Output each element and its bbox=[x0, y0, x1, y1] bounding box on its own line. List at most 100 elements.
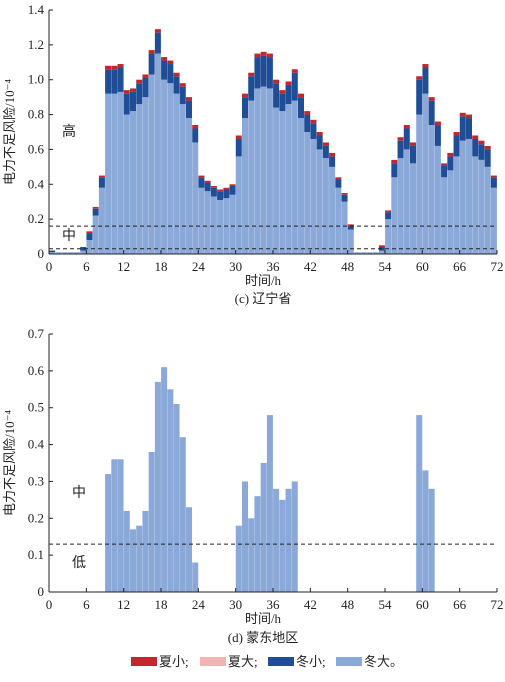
y-tick-label: 0 bbox=[38, 584, 45, 599]
bar-segment bbox=[372, 252, 379, 254]
bar-segment bbox=[304, 132, 311, 254]
bar-segment bbox=[111, 93, 118, 254]
bar-segment bbox=[391, 159, 398, 164]
bar-segment bbox=[391, 163, 398, 178]
bar-segment bbox=[142, 97, 149, 254]
bar-segment bbox=[484, 166, 491, 254]
bar-segment bbox=[279, 90, 286, 94]
bar-segment bbox=[316, 149, 323, 254]
bar-segment bbox=[167, 64, 174, 84]
legend-swatch bbox=[200, 657, 226, 666]
bars bbox=[105, 367, 435, 592]
x-tick-label: 18 bbox=[155, 259, 168, 274]
bar-segment bbox=[217, 199, 224, 254]
bar-segment bbox=[447, 170, 454, 254]
bar-segment bbox=[335, 177, 342, 180]
bar-segment bbox=[123, 90, 130, 94]
bar-segment bbox=[266, 57, 273, 89]
bar-segment bbox=[136, 79, 143, 84]
bar-segment bbox=[316, 135, 323, 150]
bar-segment bbox=[347, 229, 354, 254]
bar-segment bbox=[185, 507, 193, 592]
bar-segment bbox=[198, 187, 205, 254]
bar-segment bbox=[453, 132, 460, 136]
bar-segment bbox=[248, 100, 255, 254]
x-tick-label: 54 bbox=[379, 597, 393, 612]
bar-segment bbox=[490, 187, 497, 254]
x-tick-label: 12 bbox=[117, 259, 130, 274]
bar-segment bbox=[403, 125, 410, 129]
zone-label: 中 bbox=[62, 228, 76, 244]
bar-segment bbox=[254, 88, 261, 255]
bar-segment bbox=[266, 53, 273, 58]
bar-segment bbox=[142, 77, 149, 98]
bar-segment bbox=[254, 496, 261, 592]
bar-segment bbox=[148, 53, 155, 75]
bar-segment bbox=[273, 107, 280, 254]
bar-segment bbox=[459, 112, 466, 117]
bar-segment bbox=[260, 55, 267, 87]
bar-segment bbox=[341, 201, 348, 254]
bar-segment bbox=[86, 231, 93, 234]
chart-panel-mengdong: 0 0.1 0.2 0.3 0.4 0.5 0.6 0.7 0 6 12 18 24 30 36 42 48 54… bbox=[2, 326, 504, 645]
x-tick-label: 18 bbox=[155, 597, 168, 612]
bar-segment bbox=[61, 252, 68, 254]
bar-segment bbox=[291, 69, 298, 73]
legend-swatch bbox=[336, 657, 362, 666]
y-axis-label: 电力不足风险/10⁻⁴ bbox=[2, 410, 17, 516]
bar-segment bbox=[329, 156, 336, 167]
legend-label: 夏小; bbox=[159, 654, 189, 669]
x-tick-label: 12 bbox=[117, 597, 130, 612]
bar-segment bbox=[192, 125, 199, 129]
bar-segment bbox=[329, 166, 336, 254]
bar-segment bbox=[98, 187, 105, 254]
bar-segment bbox=[129, 529, 137, 592]
bar-segment bbox=[179, 437, 186, 592]
x-tick-label: 48 bbox=[341, 597, 354, 612]
legend: 夏小; 夏大; 冬小; 冬大。 bbox=[131, 654, 403, 669]
bar-segment bbox=[235, 156, 242, 254]
bar-segment bbox=[154, 29, 161, 33]
y-tick-label: 1.4 bbox=[28, 2, 45, 17]
bar-segment bbox=[254, 57, 261, 89]
bar-segment bbox=[472, 138, 479, 157]
x-tick-label: 72 bbox=[491, 597, 504, 612]
bar-segment bbox=[465, 114, 473, 119]
bar-segment bbox=[297, 118, 305, 254]
bar-segment bbox=[378, 245, 385, 248]
bar-segment bbox=[98, 175, 105, 178]
bar-segment bbox=[441, 177, 448, 254]
x-tick-label: 60 bbox=[416, 597, 429, 612]
bar-segment bbox=[304, 111, 311, 115]
bar-segment bbox=[117, 67, 124, 92]
bar-segment bbox=[391, 177, 398, 254]
bar-segment bbox=[173, 404, 180, 592]
y-tick-label: 0.6 bbox=[28, 363, 45, 378]
bar-segment bbox=[210, 186, 217, 188]
bar-segment bbox=[273, 488, 280, 592]
bar-segment bbox=[117, 91, 124, 254]
bar-segment bbox=[366, 252, 373, 254]
y-tick-label: 0.2 bbox=[28, 211, 44, 226]
x-tick-label: 48 bbox=[341, 259, 354, 274]
bar-segment bbox=[260, 86, 267, 254]
bar-segment bbox=[453, 156, 460, 254]
y-tick-label: 0.7 bbox=[28, 326, 45, 341]
bar-segment bbox=[185, 118, 193, 254]
x-tick-label: 30 bbox=[229, 597, 242, 612]
x-tick-label: 72 bbox=[491, 259, 504, 274]
bar-segment bbox=[185, 100, 193, 119]
bar-segment bbox=[105, 474, 112, 592]
bar-segment bbox=[123, 114, 130, 254]
bar-segment bbox=[142, 510, 149, 592]
bar-segment bbox=[266, 88, 273, 255]
legend-label: 冬大。 bbox=[364, 654, 403, 669]
bar-segment bbox=[285, 84, 292, 105]
bar-segment bbox=[167, 389, 174, 592]
bar-segment bbox=[378, 250, 385, 254]
bar-segment bbox=[229, 184, 236, 187]
y-tick-label: 0.4 bbox=[28, 176, 45, 191]
bar-segment bbox=[210, 187, 217, 197]
bar-segment bbox=[335, 187, 342, 254]
bar-segment bbox=[416, 415, 423, 592]
